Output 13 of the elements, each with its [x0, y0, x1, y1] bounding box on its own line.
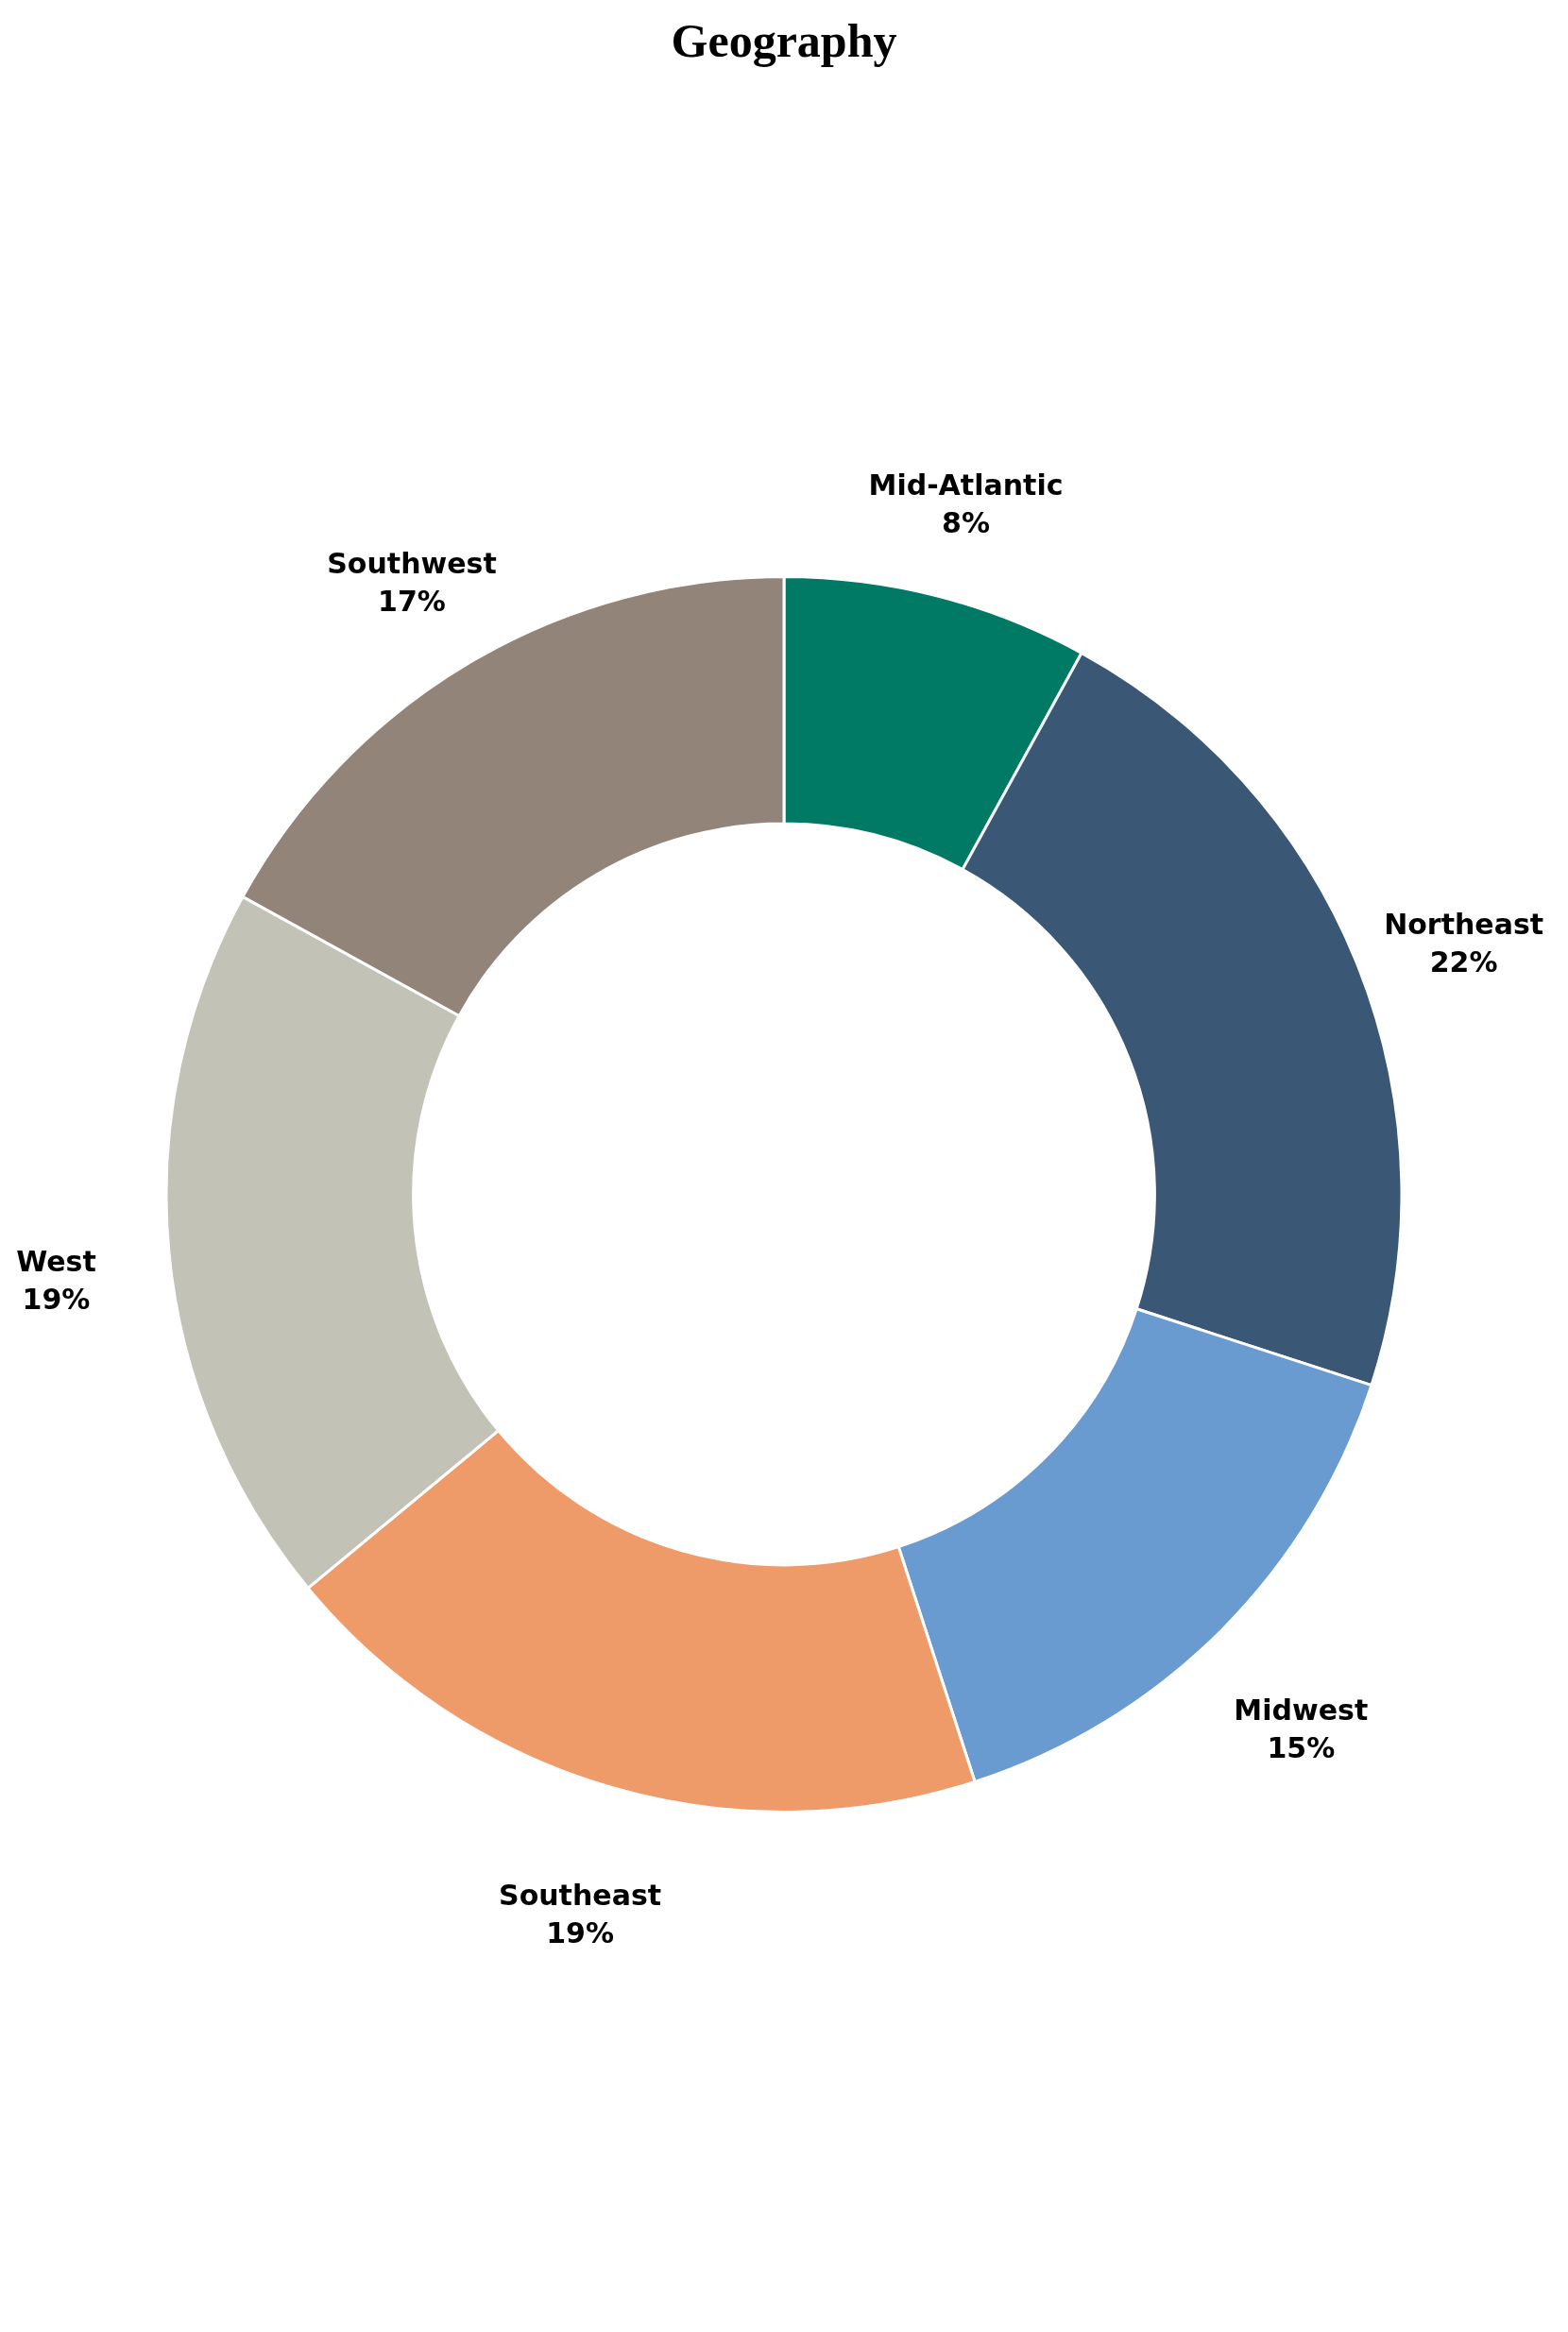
slice-label: Midwest: [1234, 1693, 1369, 1727]
data-label: 17%: [378, 585, 446, 619]
data-label: 15%: [1267, 1730, 1336, 1764]
data-label: 22%: [1429, 945, 1498, 979]
slice-label: Southeast: [499, 1878, 662, 1912]
data-label: 19%: [22, 1283, 91, 1317]
slice-label: Mid-Atlantic: [868, 468, 1064, 502]
chart-title: Geography: [671, 14, 897, 67]
data-label: 8%: [942, 505, 990, 539]
slice-label: Northeast: [1384, 907, 1544, 941]
data-label: 19%: [546, 1915, 614, 1949]
slice-label: West: [16, 1245, 96, 1279]
slice-label: Southwest: [327, 547, 497, 581]
